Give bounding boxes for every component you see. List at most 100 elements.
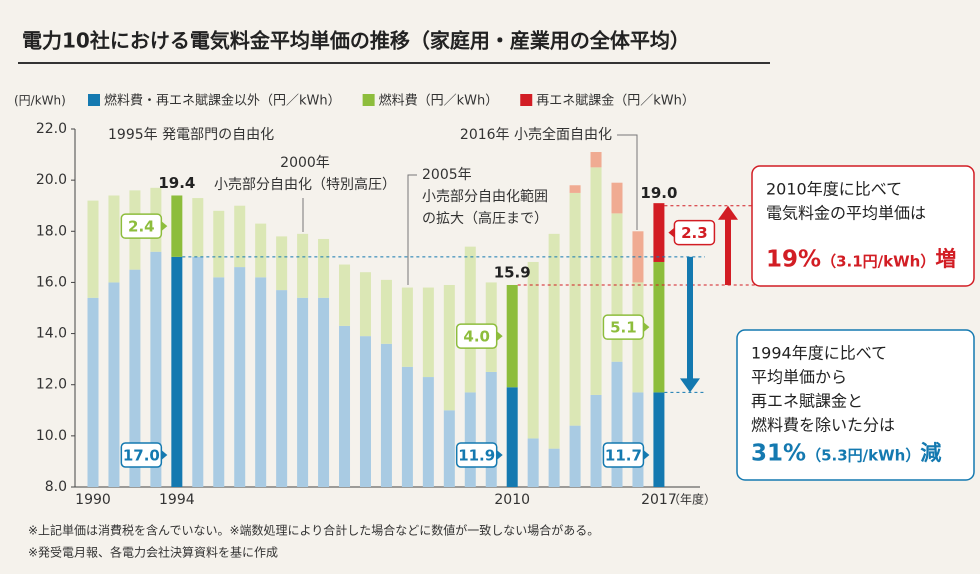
callout-text: 2010年度に比べて [766, 180, 902, 199]
bar-segment [339, 325, 351, 487]
total-label: 15.9 [494, 263, 531, 281]
bar-segment [548, 448, 560, 487]
value-label-pointer [643, 450, 650, 460]
x-tick-label: 1990 [75, 492, 111, 508]
bar-segment [653, 203, 665, 262]
value-label-pointer [161, 221, 168, 232]
annotation: の拡大（高圧まで） [422, 210, 548, 227]
bar-segment [569, 192, 581, 426]
value-label: 5.1 [610, 319, 637, 337]
bar-segment [380, 279, 392, 344]
callout-text: 平均単価から [751, 368, 847, 387]
bar-segment [213, 277, 225, 487]
value-label-pointer [668, 227, 675, 238]
bar-segment [653, 392, 665, 487]
bar-segment [359, 336, 371, 487]
legend-swatch [362, 94, 375, 106]
x-tick-label: 1994 [159, 492, 195, 508]
legend-label: 燃料費（円／kWh） [379, 93, 499, 109]
footnote: ※発受電月報、各電力会社決算資料を基に作成 [28, 545, 278, 560]
bar-segment [318, 297, 330, 487]
y-tick-label: 16.0 [36, 274, 67, 290]
value-label-pointer [496, 450, 503, 460]
annotation: 小売部分自由化範囲 [422, 188, 548, 205]
total-label: 19.4 [158, 174, 195, 192]
bar-segment [527, 438, 539, 487]
bar-segment [171, 256, 183, 487]
x-unit: （年度） [668, 492, 716, 507]
y-tick-label: 14.0 [36, 326, 67, 342]
bar-segment [380, 343, 392, 487]
callout-text: 1994年度に比べて [751, 344, 887, 363]
callout-box [736, 329, 975, 481]
bar-segment [611, 361, 623, 487]
bar-segment [401, 366, 413, 487]
bar-segment [108, 195, 120, 283]
chart-title: 電力10社における電気料金平均単価の推移（家庭用・産業用の全体平均） [22, 29, 690, 53]
bar-segment [255, 223, 267, 278]
bar-segment [569, 425, 581, 487]
value-label-pointer [161, 450, 168, 460]
callout-text: 電気料金の平均単価は [766, 204, 926, 223]
bar-segment [632, 231, 644, 283]
bar-segment [590, 394, 602, 487]
callout-figure: 31% [751, 441, 806, 467]
bar-segment [632, 392, 644, 487]
bar-segment [87, 297, 99, 487]
bar-segment [87, 200, 99, 298]
bar-segment [171, 195, 183, 257]
y-tick-label: 10.0 [36, 428, 67, 444]
value-label: 4.0 [463, 328, 490, 346]
bar-segment [255, 277, 267, 487]
bar-segment [339, 264, 351, 326]
bar-segment [527, 261, 539, 439]
value-label: 2.4 [128, 218, 155, 236]
bar-segment [464, 246, 476, 393]
bar-segment [150, 251, 162, 487]
value-label: 11.7 [605, 447, 642, 465]
annotation: 2016年 小売全面自由化 [460, 126, 612, 143]
y-tick-label: 18.0 [36, 223, 67, 239]
x-tick-label: 2017 [641, 492, 677, 508]
callout-text: 燃料費を除いた分は [751, 416, 895, 435]
bar-segment [213, 210, 225, 278]
y-tick-label: 20.0 [36, 172, 67, 188]
bar-segment [611, 182, 623, 214]
value-label: 2.3 [681, 224, 708, 242]
value-label-pointer [643, 322, 650, 333]
annotation-leader [617, 134, 638, 230]
annotation: 2000年 [280, 155, 330, 171]
y-tick-label: 22.0 [36, 121, 67, 137]
bar-segment [590, 152, 602, 168]
bar-segment [234, 205, 246, 268]
annotation: 2005年 [422, 167, 472, 183]
callout-detail: （5.3円/kWh） [806, 447, 920, 465]
bar-segment [276, 236, 288, 291]
value-label-pointer [496, 331, 503, 342]
y-unit: (円/kWh) [14, 94, 66, 108]
callout-text: 再エネ賦課金と [751, 392, 863, 411]
y-tick-label: 12.0 [36, 377, 67, 393]
callout-figure: 19% [766, 247, 821, 273]
legend-label: 再エネ賦課金（円／kWh） [536, 93, 695, 109]
decrease-arrow-head [680, 378, 700, 393]
legend-swatch [88, 94, 100, 106]
bar-segment [422, 377, 434, 487]
bar-segment [192, 256, 204, 487]
bar-segment [359, 272, 371, 337]
x-tick-label: 2010 [494, 492, 530, 508]
callout-detail: （3.1円/kWh） [821, 253, 935, 271]
bar-segment [192, 198, 204, 257]
bar-segment [297, 297, 309, 487]
y-tick-label: 8.0 [45, 479, 67, 495]
callout-suffix: 減 [920, 441, 941, 465]
bar-segment [506, 387, 518, 487]
value-label: 17.0 [123, 447, 160, 465]
bar-segment [506, 284, 518, 388]
callout-box [751, 165, 975, 287]
bar-segment [234, 267, 246, 487]
bar-segment [129, 269, 141, 487]
bar-segment [590, 167, 602, 395]
bar-segment [276, 290, 288, 487]
